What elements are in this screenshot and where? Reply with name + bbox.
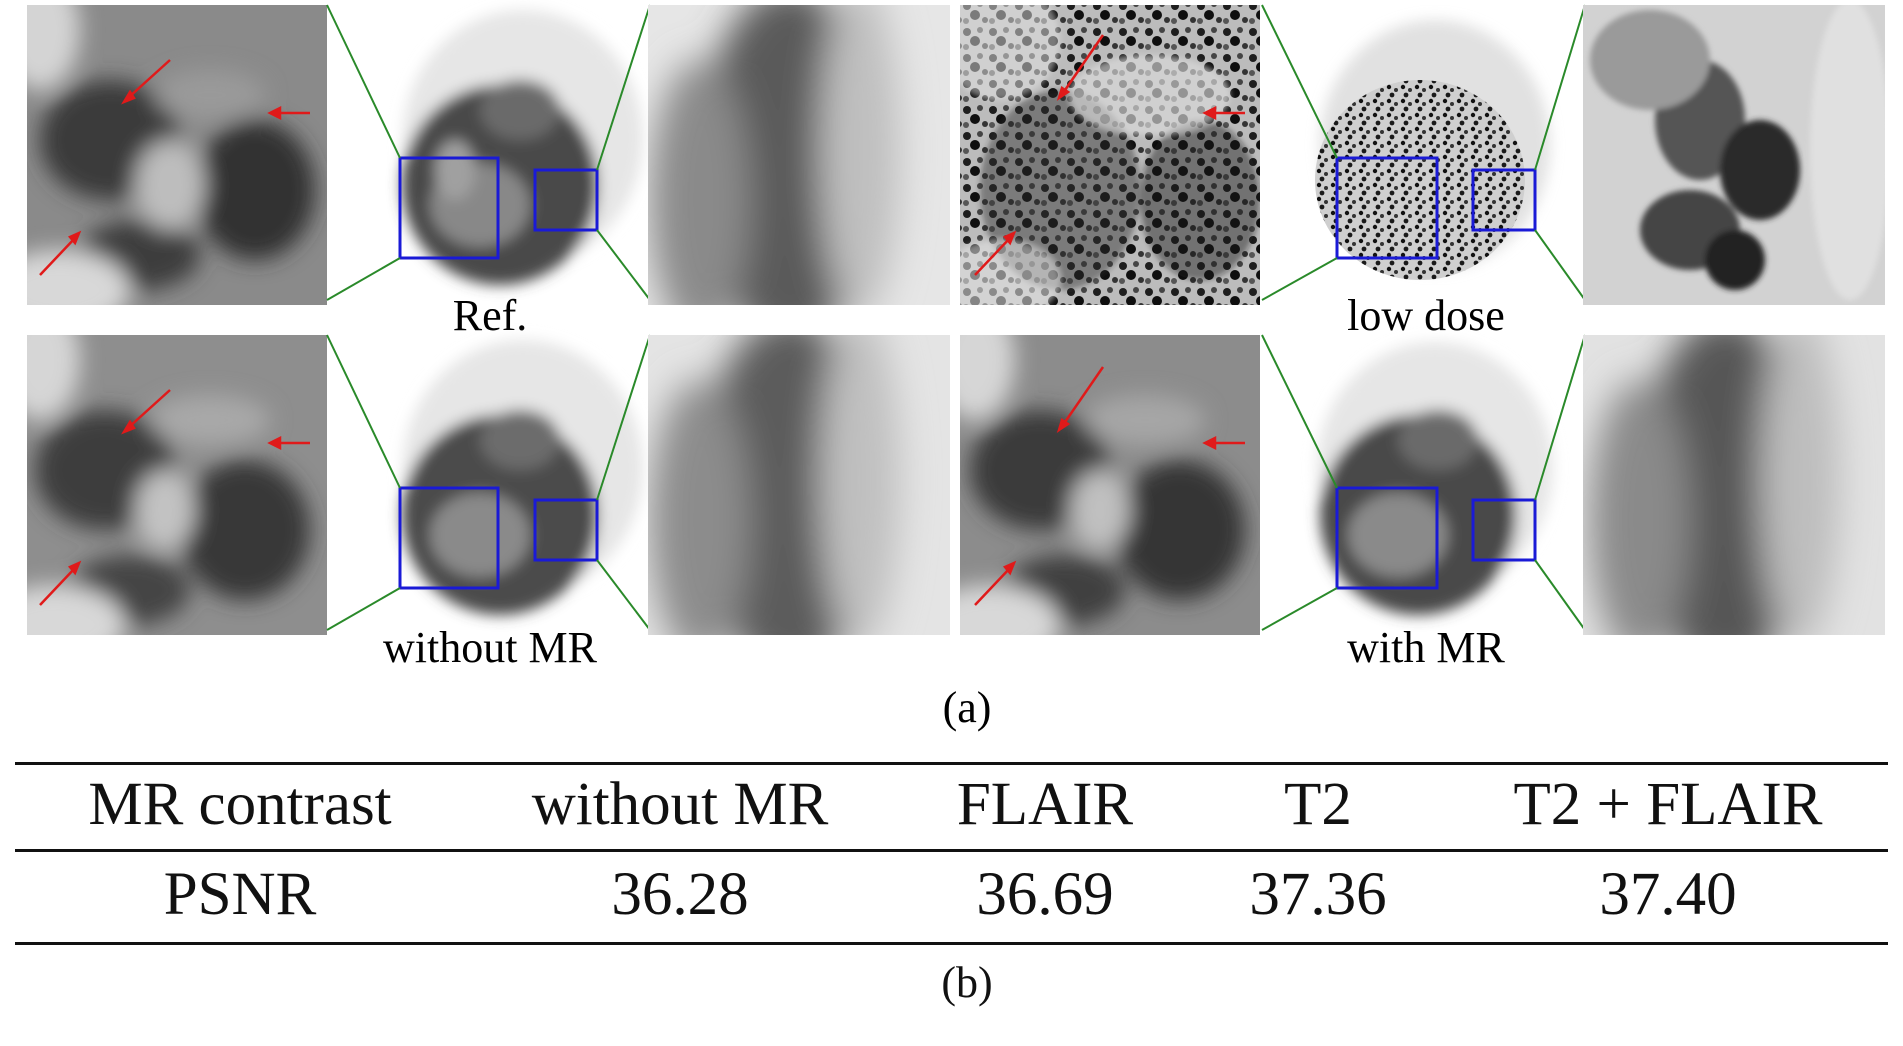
arrow-marks-withmr [974,366,1245,606]
connector-lines-withoutmr [326,334,651,631]
table-header-t2: T2 [1284,771,1352,838]
panel-label-lowdose: low dose [1347,291,1505,340]
withmr-full-image [1317,342,1553,615]
panel-label-withmr: with MR [1347,623,1505,672]
lowdose-zoom-left-image [960,5,1260,305]
connector-lines [326,4,651,301]
withoutmr-zoom-right-image [648,335,950,635]
table-row-label-psnr: PSNR [163,861,317,928]
table-cell-without-mr: 36.28 [611,861,749,928]
ref-zoom-right-image [648,5,950,305]
ref-zoom-left-image [27,5,327,305]
arrow-marks [39,59,310,276]
arrow-marks-withoutmr [39,389,310,606]
connector-lines-withmr [1261,334,1586,631]
withmr-zoom-left-image [960,335,1260,635]
table-header-t2-flair: T2 + FLAIR [1513,771,1823,838]
arrow-marks-lowdose [974,34,1245,276]
table-header-flair: FLAIR [956,771,1134,838]
subcaption-b: (b) [941,958,993,1007]
table-cell-t2-flair: 37.40 [1599,861,1737,928]
table-cell-flair: 36.69 [976,861,1114,928]
table-cell-t2: 37.36 [1249,861,1387,928]
table-top-rule [15,762,1888,765]
table-header-without-mr: without MR [531,771,829,838]
subcaption-a: (a) [943,683,992,732]
ref-full-image [398,10,643,285]
table-header-mr-contrast: MR contrast [88,771,392,838]
lowdose-full-image [1315,20,1550,280]
panel-label-withoutmr: without MR [383,623,598,672]
connector-lines-lowdose [1261,4,1586,301]
table-mid-rule [15,849,1888,852]
figure-a: Ref. [27,4,1885,732]
withmr-zoom-right-image [1583,335,1885,635]
lowdose-zoom-right-image [1583,5,1885,305]
panel-label-ref: Ref. [453,291,528,340]
withoutmr-zoom-left-image [27,335,327,635]
table-bottom-rule [15,942,1888,945]
withoutmr-full-image [398,340,643,615]
